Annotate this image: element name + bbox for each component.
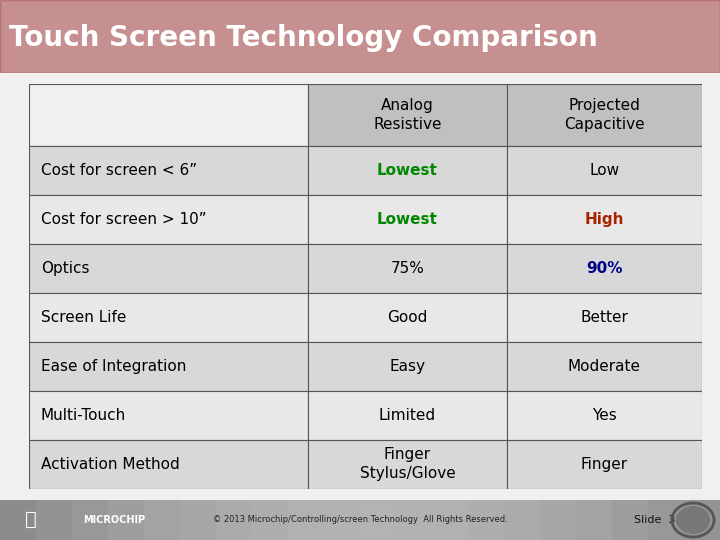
Text: Activation Method: Activation Method [41,457,180,472]
Bar [308,342,507,391]
Bar [29,244,308,293]
Bar [180,500,216,540]
Bar [612,500,648,540]
Text: Cost for screen < 6”: Cost for screen < 6” [41,164,197,178]
Bar [288,500,324,540]
Bar [252,500,288,540]
Bar [684,500,720,540]
Bar [36,500,72,540]
Bar [507,84,702,146]
Text: Screen Life: Screen Life [41,310,126,325]
Bar [308,391,507,440]
Text: Good: Good [387,310,428,325]
Text: Lowest: Lowest [377,212,438,227]
Text: 90%: 90% [586,261,623,276]
Bar [507,391,702,440]
Bar [507,342,702,391]
Bar [29,146,308,195]
Text: Analog
Resistive: Analog Resistive [373,98,442,132]
Text: Projected
Capacitive: Projected Capacitive [564,98,644,132]
Text: Ⓜ: Ⓜ [24,510,37,529]
Text: Finger
Stylus/Glove: Finger Stylus/Glove [359,448,455,481]
Bar [396,500,432,540]
Text: Finger: Finger [581,457,628,472]
Bar [216,500,252,540]
Text: Limited: Limited [379,408,436,423]
Text: Better: Better [580,310,629,325]
Bar [308,84,507,146]
Text: Cost for screen > 10”: Cost for screen > 10” [41,212,207,227]
Bar [324,500,360,540]
Bar [432,500,468,540]
Bar [29,293,308,342]
Text: Slide  33: Slide 33 [634,515,682,525]
Text: Easy: Easy [390,359,426,374]
Bar [507,293,702,342]
Bar [507,440,702,489]
Text: Multi-Touch: Multi-Touch [41,408,126,423]
Text: Low: Low [590,164,619,178]
Bar [29,342,308,391]
Text: Ease of Integration: Ease of Integration [41,359,186,374]
Bar [29,195,308,244]
Text: MICROCHIP: MICROCHIP [83,515,145,525]
Bar [144,500,180,540]
Bar [540,500,576,540]
Text: 75%: 75% [390,261,424,276]
Text: Optics: Optics [41,261,89,276]
Text: Touch Screen Technology Comparison: Touch Screen Technology Comparison [9,24,598,52]
Bar [308,244,507,293]
Text: Yes: Yes [592,408,617,423]
Bar [29,391,308,440]
Bar [29,440,308,489]
Bar [468,500,504,540]
Bar [308,195,507,244]
Bar [504,500,540,540]
Bar [507,244,702,293]
Bar [576,500,612,540]
Bar [72,500,108,540]
Bar [308,146,507,195]
Bar [507,195,702,244]
Bar [360,500,396,540]
Text: Lowest: Lowest [377,164,438,178]
Circle shape [677,507,709,534]
Bar [108,500,144,540]
Text: High: High [585,212,624,227]
Bar [308,293,507,342]
Text: © 2013 Microchip/Controlling/screen Technology  All Rights Reserved.: © 2013 Microchip/Controlling/screen Tech… [212,515,508,524]
Text: Moderate: Moderate [568,359,641,374]
Bar [648,500,684,540]
Bar [507,146,702,195]
Bar [29,84,308,146]
Bar [0,500,36,540]
Bar [308,440,507,489]
